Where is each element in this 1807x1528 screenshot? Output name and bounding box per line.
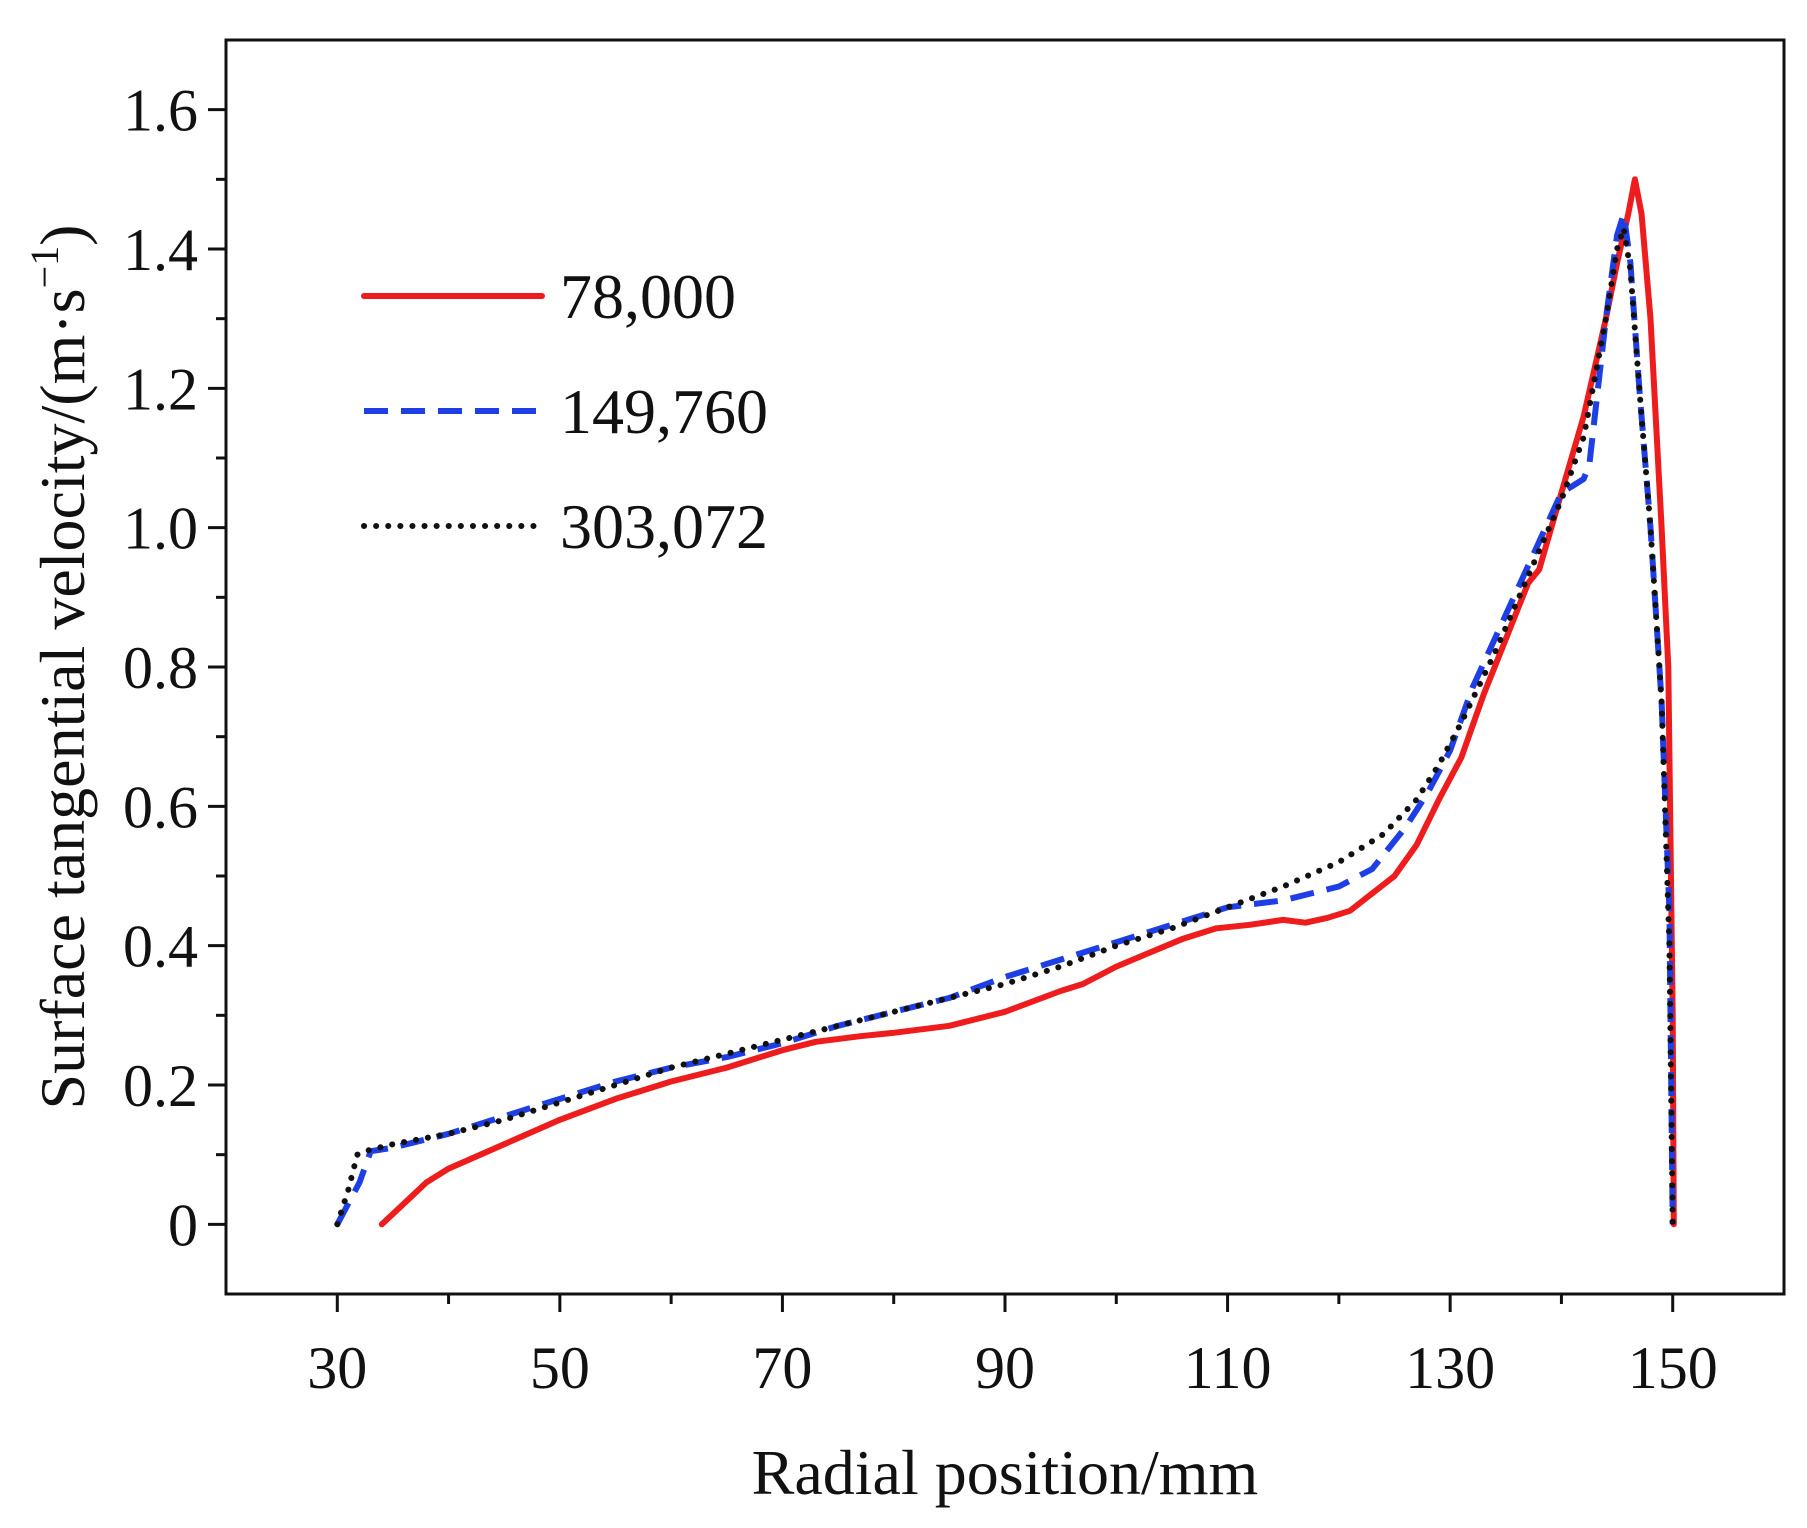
series-line-1 <box>378 176 1677 1228</box>
x-axis-ticks: 30 50 70 90 110 130 150 <box>307 1294 1718 1401</box>
series-line-2 <box>334 211 1676 1226</box>
x-axis-label: Radial position/mm <box>752 1437 1259 1508</box>
x-tick-label: 50 <box>530 1335 590 1401</box>
x-tick-label: 70 <box>752 1335 812 1401</box>
series-layer <box>334 176 1677 1228</box>
x-tick-label: 90 <box>975 1335 1035 1401</box>
y-tick-label: 1.2 <box>123 356 198 422</box>
series-line-3 <box>334 225 1676 1228</box>
y-tick-label: 1.0 <box>123 496 198 562</box>
y-tick-label: 0.4 <box>123 914 198 980</box>
x-tick-label: 30 <box>307 1335 367 1401</box>
y-tick-label: 0.8 <box>123 635 198 701</box>
y-axis-ticks: 0 0.2 0.4 0.6 0.8 1.0 1.2 1.4 1.6 <box>123 78 226 1258</box>
y-tick-label: 0.2 <box>123 1053 198 1119</box>
y-axis-label-superscript: −1 <box>22 246 67 289</box>
plot-frame <box>224 38 1786 1296</box>
legend-label-3: 303,072 <box>560 491 768 562</box>
x-tick-label: 130 <box>1405 1335 1495 1401</box>
y-axis-label-main: Surface tangential velocity/(m·s <box>27 288 98 1109</box>
legend-label-1: 78,000 <box>560 261 736 332</box>
y-tick-label: 0.6 <box>123 774 198 840</box>
x-tick-label: 150 <box>1628 1335 1718 1401</box>
x-tick-label: 110 <box>1184 1335 1272 1401</box>
legend: 78,000 149,760 303,072 <box>361 261 768 562</box>
y-axis-label: Surface tangential velocity/(m·s−1) <box>22 225 98 1110</box>
legend-label-2: 149,760 <box>560 376 768 447</box>
y-tick-label: 1.6 <box>123 78 198 144</box>
y-tick-label: 1.4 <box>123 217 198 283</box>
y-axis-label-tail: ) <box>27 225 98 246</box>
y-tick-label: 0 <box>168 1192 198 1258</box>
